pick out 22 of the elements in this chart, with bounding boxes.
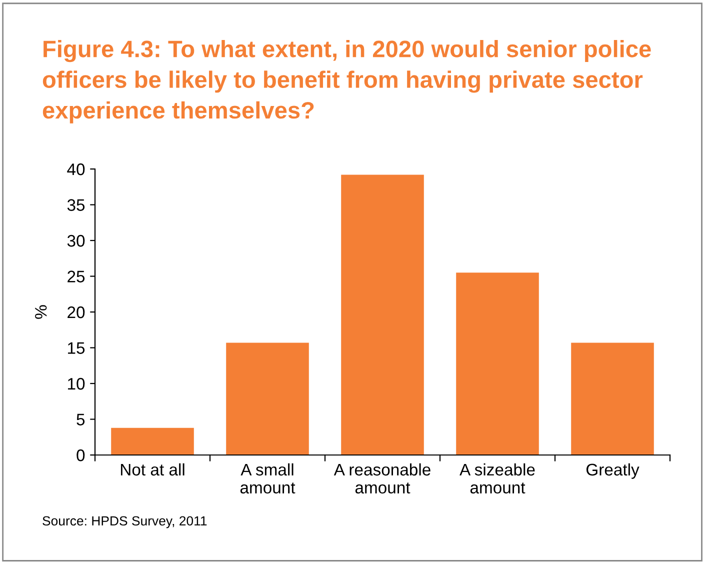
y-axis-title: % xyxy=(35,305,47,319)
bar xyxy=(456,272,539,455)
x-tick-label: Not at all xyxy=(120,463,184,476)
x-tick-label: A reasonable amount xyxy=(334,463,430,494)
x-tick-label: Greatly xyxy=(586,463,640,479)
y-tick-label: 5 xyxy=(76,414,85,426)
y-tick-label: 20 xyxy=(68,306,85,318)
y-tick-label: 40 xyxy=(67,163,85,176)
y-tick-label: 10 xyxy=(68,378,85,390)
y-tick-label: 35 xyxy=(67,199,85,211)
x-tick-label: A sizeable amount xyxy=(460,463,535,494)
bar xyxy=(111,428,194,455)
y-tick-label: 25 xyxy=(68,270,85,282)
source-note: Source: HPDS Survey, 2011 xyxy=(42,516,207,528)
y-tick-label: 0 xyxy=(76,449,85,462)
bar xyxy=(571,342,654,455)
x-tick-label: A small amount xyxy=(240,463,296,494)
chart-title: Figure 4.3: To what extent, in 2020 would senior police officers be likely to benefit from having private sector experience themselves? xyxy=(42,40,651,124)
bar xyxy=(341,174,424,455)
y-tick-label: 30 xyxy=(67,234,85,247)
y-tick-label: 15 xyxy=(68,342,85,354)
bar xyxy=(226,342,309,455)
